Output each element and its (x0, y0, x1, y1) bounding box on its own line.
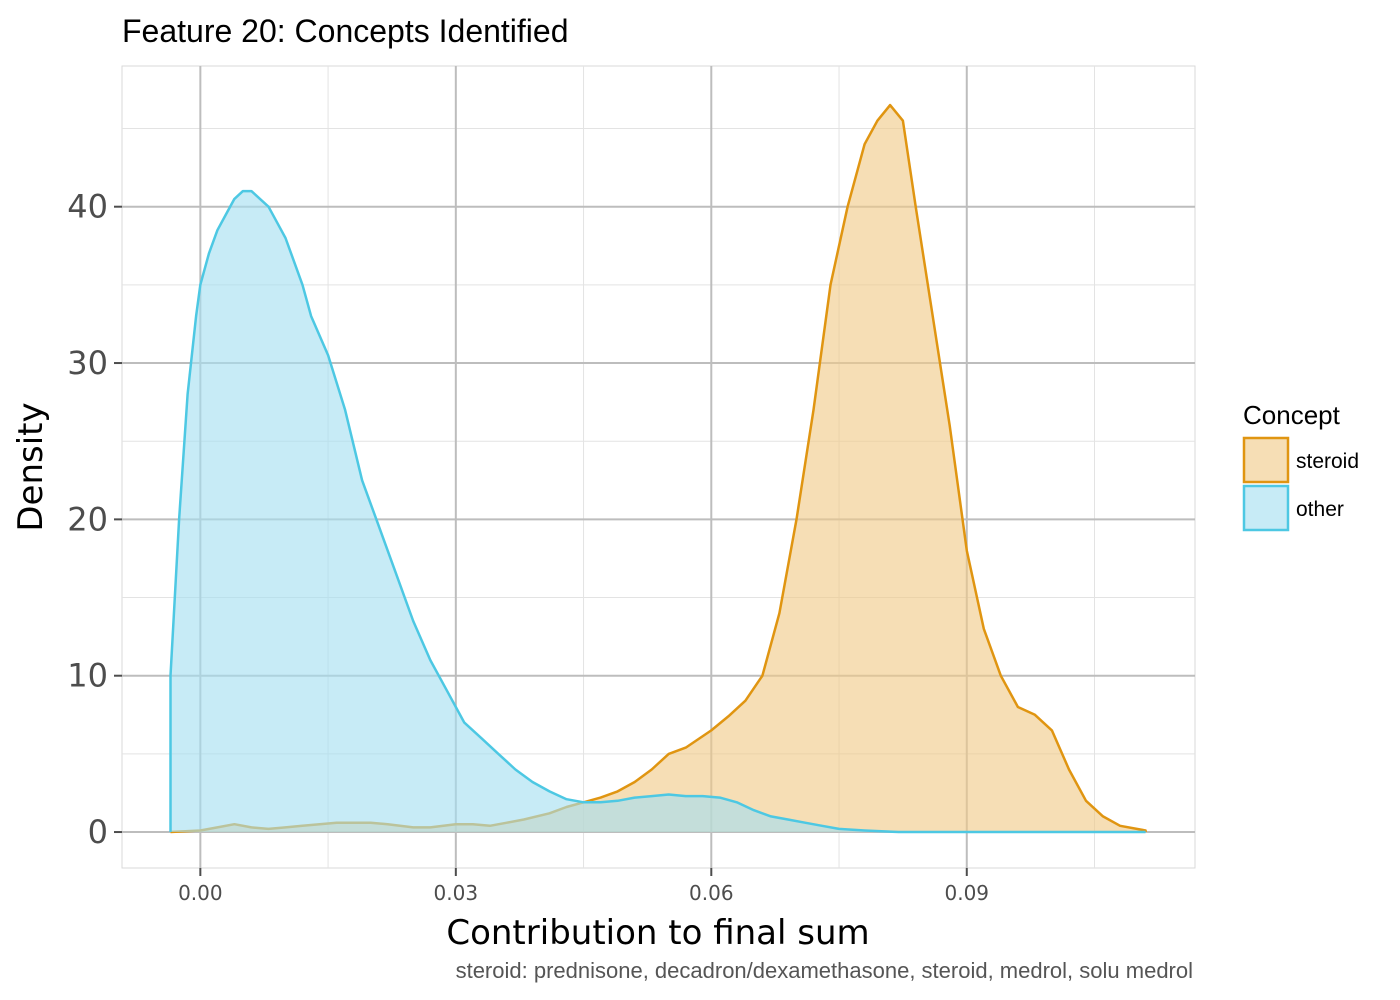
legend-key-steroid (1242, 436, 1290, 484)
x-tick-label: 0.03 (434, 881, 479, 905)
y-axis-title: Density (11, 402, 51, 531)
legend-label-steroid: steroid (1296, 450, 1359, 473)
x-tick-label: 0.06 (689, 881, 734, 905)
legend: Concept steroid other (1242, 400, 1359, 532)
x-axis-title: Contribution to final sum (446, 913, 869, 953)
caption: steroid: prednisone, decadron/dexamethas… (456, 958, 1193, 983)
x-axis-ticks: 0.00 0.03 0.06 0.09 (178, 868, 989, 905)
density-series (169, 103, 1147, 834)
density-area-steroid (170, 105, 1146, 833)
chart-title: Feature 20: Concepts Identified (122, 13, 569, 49)
density-area-other (170, 191, 1146, 833)
legend-key-other (1242, 484, 1290, 532)
x-tick-label: 0.00 (178, 881, 223, 905)
legend-title: Concept (1243, 400, 1341, 430)
y-tick-label: 0 (88, 813, 108, 851)
legend-label-other: other (1296, 498, 1344, 521)
y-tick-label: 30 (67, 344, 108, 382)
y-tick-label: 20 (67, 500, 108, 538)
density-line-other (169, 189, 1146, 834)
x-tick-label: 0.09 (945, 881, 990, 905)
y-tick-label: 40 (67, 188, 108, 226)
y-axis-ticks: 0 10 20 30 40 (67, 188, 122, 851)
y-tick-label: 10 (67, 657, 108, 695)
